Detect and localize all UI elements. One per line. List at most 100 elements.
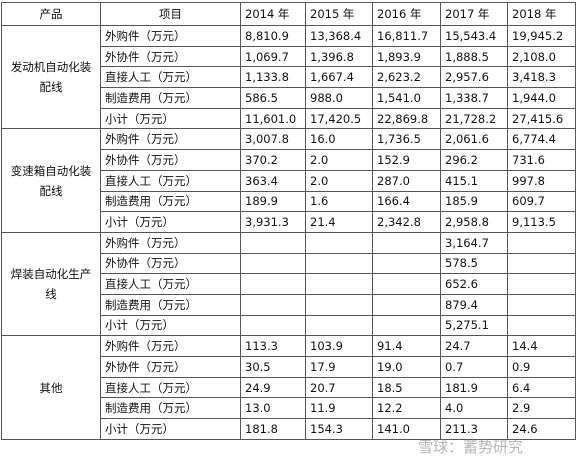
- value-cell: 296.2: [440, 149, 508, 171]
- value-cell: 1,541.0: [372, 87, 441, 109]
- value-cell: 189.9: [240, 190, 306, 213]
- item-cell: 直接人工（万元）: [100, 169, 241, 192]
- value-cell: 13,368.4: [305, 25, 373, 47]
- value-cell: [240, 314, 306, 337]
- value-cell: [240, 252, 306, 275]
- value-cell: 287.0: [372, 169, 441, 192]
- item-cell: 外购件（万元）: [100, 335, 241, 357]
- value-cell: [507, 273, 576, 295]
- data-row: 外协件（万元） 30.5 17.9 19.0 0.7 0.9: [2, 356, 576, 378]
- value-cell: 14.4: [507, 335, 576, 357]
- value-cell: [372, 231, 441, 254]
- product-cell: 焊装自动化生产线: [1, 231, 101, 337]
- value-cell: 154.3: [305, 418, 373, 440]
- value-cell: 879.4: [440, 293, 508, 316]
- value-cell: 2,108.0: [507, 45, 576, 68]
- value-cell: 166.4: [372, 190, 441, 213]
- value-cell: 1,888.5: [440, 45, 508, 68]
- value-cell: 2,342.8: [372, 211, 441, 233]
- item-cell: 制造费用（万元）: [100, 293, 241, 316]
- header-cell: 项目: [100, 2, 241, 26]
- data-row: 制造费用（万元） 13.0 11.9 12.2 4.0 2.9: [2, 397, 576, 420]
- value-cell: 2,957.6: [440, 66, 508, 89]
- header-cell: 2017 年: [440, 2, 508, 26]
- value-cell: 1,069.7: [240, 45, 306, 68]
- header-cell: 2015 年: [305, 2, 373, 26]
- value-cell: 586.5: [240, 87, 306, 109]
- item-cell: 外协件（万元）: [100, 252, 241, 275]
- value-cell: 415.1: [440, 169, 508, 192]
- value-cell: 13.0: [240, 397, 306, 420]
- value-cell: 15,543.4: [440, 25, 508, 47]
- item-cell: 外协件（万元）: [100, 356, 241, 378]
- header-cell: 2014 年: [240, 2, 306, 26]
- value-cell: 1,667.4: [305, 66, 373, 89]
- product-cell: 其他: [1, 335, 101, 440]
- value-cell: 181.8: [240, 418, 306, 440]
- value-cell: 17.9: [305, 356, 373, 378]
- data-row: 小计（万元） 3,931.3 21.4 2,342.8 2,958.8 9,113.5: [2, 211, 576, 233]
- value-cell: 1,944.0: [507, 87, 576, 109]
- value-cell: 6.4: [507, 376, 576, 399]
- value-cell: 19.0: [372, 356, 441, 378]
- value-cell: 731.6: [507, 149, 576, 171]
- value-cell: 609.7: [507, 190, 576, 213]
- value-cell: [305, 231, 373, 254]
- item-cell: 直接人工（万元）: [100, 66, 241, 89]
- data-row: 制造费用（万元） 586.5 988.0 1,541.0 1,338.7 1,944.0: [2, 87, 576, 109]
- item-cell: 直接人工（万元）: [100, 376, 241, 399]
- value-cell: 0.7: [440, 356, 508, 378]
- value-cell: 152.9: [372, 149, 441, 171]
- value-cell: [240, 273, 306, 295]
- value-cell: 988.0: [305, 87, 373, 109]
- value-cell: 370.2: [240, 149, 306, 171]
- value-cell: 2,061.6: [440, 128, 508, 151]
- value-cell: 578.5: [440, 252, 508, 275]
- value-cell: 1,396.8: [305, 45, 373, 68]
- value-cell: 27,415.6: [507, 107, 576, 130]
- value-cell: 5,275.1: [440, 314, 508, 337]
- value-cell: 91.4: [372, 335, 441, 357]
- item-cell: 小计（万元）: [100, 211, 241, 233]
- value-cell: 1.6: [305, 190, 373, 213]
- value-cell: 3,931.3: [240, 211, 306, 233]
- value-cell: 8,810.9: [240, 25, 306, 47]
- value-cell: 1,893.9: [372, 45, 441, 68]
- value-cell: 103.9: [305, 335, 373, 357]
- value-cell: [507, 252, 576, 275]
- value-cell: 1,736.5: [372, 128, 441, 151]
- data-row: 其他 外购件（万元） 113.3 103.9 91.4 24.7 14.4: [1, 335, 576, 440]
- value-cell: [507, 314, 576, 337]
- item-cell: 直接人工（万元）: [100, 273, 241, 295]
- value-cell: 30.5: [240, 356, 306, 378]
- value-cell: [372, 293, 441, 316]
- value-cell: 11,601.0: [240, 107, 306, 130]
- value-cell: 16,811.7: [372, 25, 441, 47]
- value-cell: 2,623.2: [372, 66, 441, 89]
- value-cell: [305, 252, 373, 275]
- value-cell: 181.9: [440, 376, 508, 399]
- data-row: 小计（万元） 11,601.0 17,420.5 22,869.8 21,728.2 27…: [2, 107, 576, 130]
- value-cell: [305, 273, 373, 295]
- item-cell: 制造费用（万元）: [100, 397, 241, 420]
- value-cell: [507, 231, 576, 254]
- value-cell: 0.9: [507, 356, 576, 378]
- value-cell: [372, 314, 441, 337]
- product-cell: 变速箱自动化装配线: [1, 128, 101, 233]
- value-cell: 1,338.7: [440, 87, 508, 109]
- value-cell: [507, 293, 576, 316]
- value-cell: 185.9: [440, 190, 508, 213]
- item-cell: 制造费用（万元）: [100, 190, 241, 213]
- data-row: 焊装自动化生产线 外购件（万元） 3,164.7: [1, 231, 576, 337]
- value-cell: 3,418.3: [507, 66, 576, 89]
- data-row: 外协件（万元） 1,069.7 1,396.8 1,893.9 1,888.5 2,108…: [2, 45, 576, 68]
- item-cell: 外协件（万元）: [100, 149, 241, 171]
- item-cell: 小计（万元）: [100, 418, 241, 440]
- value-cell: 9,113.5: [507, 211, 576, 233]
- value-cell: 19,945.2: [507, 25, 576, 47]
- value-cell: 2,958.8: [440, 211, 508, 233]
- value-cell: 2.0: [305, 169, 373, 192]
- value-cell: 22,869.8: [372, 107, 441, 130]
- item-cell: 制造费用（万元）: [100, 87, 241, 109]
